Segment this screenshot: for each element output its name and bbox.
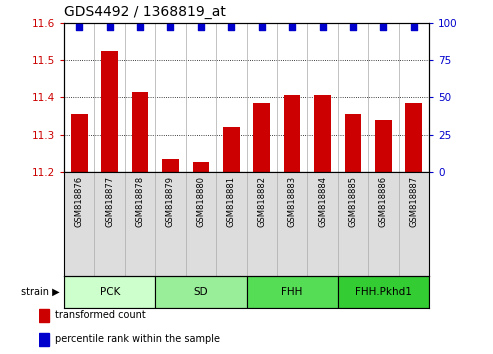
Bar — [284, 96, 300, 172]
Text: FHH.Pkhd1: FHH.Pkhd1 — [355, 287, 412, 297]
Text: GSM818879: GSM818879 — [166, 176, 175, 227]
Text: GSM818882: GSM818882 — [257, 176, 266, 227]
Point — [318, 25, 326, 30]
Text: percentile rank within the sample: percentile rank within the sample — [55, 334, 220, 344]
Bar — [338, 276, 429, 308]
Point — [410, 25, 418, 30]
Text: strain ▶: strain ▶ — [21, 287, 59, 297]
Bar — [39, 309, 49, 322]
Bar — [314, 96, 331, 172]
Text: GSM818877: GSM818877 — [105, 176, 114, 227]
Text: GSM818886: GSM818886 — [379, 176, 388, 227]
Bar — [132, 92, 148, 172]
Text: FHH: FHH — [282, 287, 303, 297]
Text: GSM818884: GSM818884 — [318, 176, 327, 227]
Point — [106, 25, 113, 30]
Bar — [162, 159, 179, 172]
Text: GSM818887: GSM818887 — [409, 176, 418, 227]
Bar — [223, 127, 240, 172]
Bar — [345, 114, 361, 172]
Point — [197, 25, 205, 30]
Point — [136, 25, 144, 30]
Text: GSM818876: GSM818876 — [75, 176, 84, 227]
Bar — [64, 276, 155, 308]
Bar — [405, 103, 422, 172]
Bar — [246, 276, 338, 308]
Bar — [102, 51, 118, 172]
Text: GSM818878: GSM818878 — [136, 176, 144, 227]
Text: SD: SD — [194, 287, 208, 297]
Bar — [155, 276, 246, 308]
Point — [380, 25, 387, 30]
Bar — [375, 120, 391, 172]
Bar — [193, 162, 209, 172]
Bar — [71, 114, 88, 172]
Point — [349, 25, 357, 30]
Text: PCK: PCK — [100, 287, 120, 297]
Text: GDS4492 / 1368819_at: GDS4492 / 1368819_at — [64, 5, 226, 19]
Point — [258, 25, 266, 30]
Point — [167, 25, 175, 30]
Point — [227, 25, 235, 30]
Text: GSM818883: GSM818883 — [287, 176, 297, 227]
Text: GSM818885: GSM818885 — [349, 176, 357, 227]
Point — [288, 25, 296, 30]
Bar — [39, 333, 49, 346]
Point — [75, 25, 83, 30]
Text: transformed count: transformed count — [55, 310, 146, 320]
Text: GSM818880: GSM818880 — [196, 176, 206, 227]
Bar — [253, 103, 270, 172]
Text: GSM818881: GSM818881 — [227, 176, 236, 227]
